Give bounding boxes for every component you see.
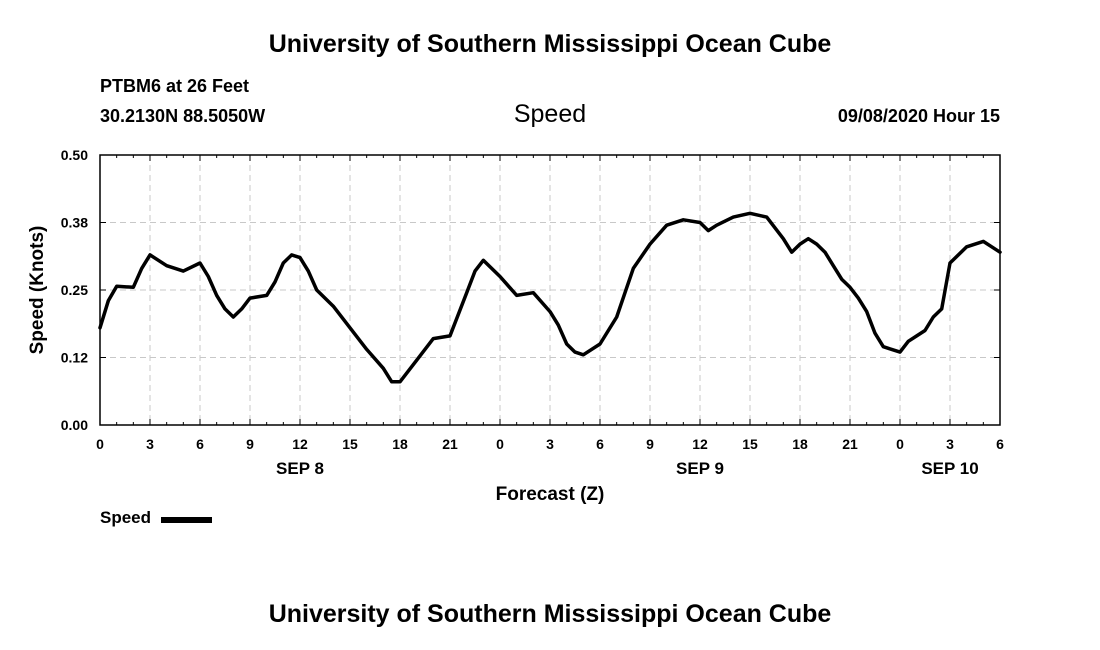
x-tick-label: 15	[742, 436, 758, 452]
date-label: SEP 10	[921, 459, 978, 478]
page-title-bottom: University of Southern Mississippi Ocean…	[268, 600, 832, 628]
x-tick-label: 21	[442, 436, 458, 452]
date-label: SEP 9	[676, 459, 724, 478]
legend-swatch	[161, 517, 212, 523]
date-label: SEP 8	[276, 459, 324, 478]
series-line-speed	[98, 211, 1002, 384]
legend-label: Speed	[100, 508, 152, 527]
station-label: PTBM6 at 26 Feet	[100, 76, 250, 96]
x-tick-label: 18	[392, 436, 408, 452]
x-tick-label: 0	[96, 436, 104, 452]
x-tick-label: 6	[596, 436, 604, 452]
x-tick-label: 9	[246, 436, 254, 452]
x-tick-label: 6	[996, 436, 1004, 452]
x-tick-label: 6	[196, 436, 204, 452]
x-tick-label: 21	[842, 436, 858, 452]
y-tick-label: 0.38	[61, 215, 88, 231]
y-tick-label: 0.25	[61, 282, 88, 298]
panel-title: Speed	[513, 100, 587, 128]
x-tick-label: 3	[546, 436, 554, 452]
x-tick-label: 3	[146, 436, 154, 452]
x-tick-label: 9	[646, 436, 654, 452]
x-tick-label: 0	[896, 436, 904, 452]
y-tick-label: 0.00	[61, 417, 88, 433]
x-tick-label: 3	[946, 436, 954, 452]
x-tick-label: 12	[692, 436, 708, 452]
x-tick-label: 12	[292, 436, 308, 452]
x-axis-label: Forecast (Z)	[496, 484, 605, 505]
timestamp-label: 09/08/2020 Hour 15	[837, 106, 1000, 126]
location-label: 30.2130N 88.5050W	[100, 106, 266, 126]
y-axis-label: Speed (Knots)	[27, 226, 48, 355]
x-tick-label: 0	[496, 436, 504, 452]
x-tick-label: 18	[792, 436, 808, 452]
y-tick-label: 0.12	[61, 350, 88, 366]
x-tick-label: 15	[342, 436, 358, 452]
y-tick-label: 0.50	[61, 147, 88, 163]
page-title-top: University of Southern Mississippi Ocean…	[268, 30, 832, 58]
